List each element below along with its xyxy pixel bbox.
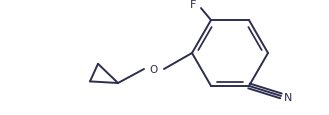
Text: N: N: [284, 92, 292, 102]
Text: O: O: [150, 64, 158, 74]
Text: F: F: [190, 0, 196, 10]
